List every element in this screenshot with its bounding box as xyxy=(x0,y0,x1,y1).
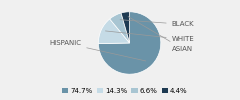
Wedge shape xyxy=(98,19,130,44)
Legend: 74.7%, 14.3%, 6.6%, 4.4%: 74.7%, 14.3%, 6.6%, 4.4% xyxy=(59,85,191,96)
Wedge shape xyxy=(121,12,130,43)
Text: ASIAN: ASIAN xyxy=(128,17,193,52)
Text: HISPANIC: HISPANIC xyxy=(49,40,146,61)
Wedge shape xyxy=(110,13,130,43)
Text: BLACK: BLACK xyxy=(120,20,194,27)
Wedge shape xyxy=(98,12,161,74)
Text: WHITE: WHITE xyxy=(105,31,194,42)
